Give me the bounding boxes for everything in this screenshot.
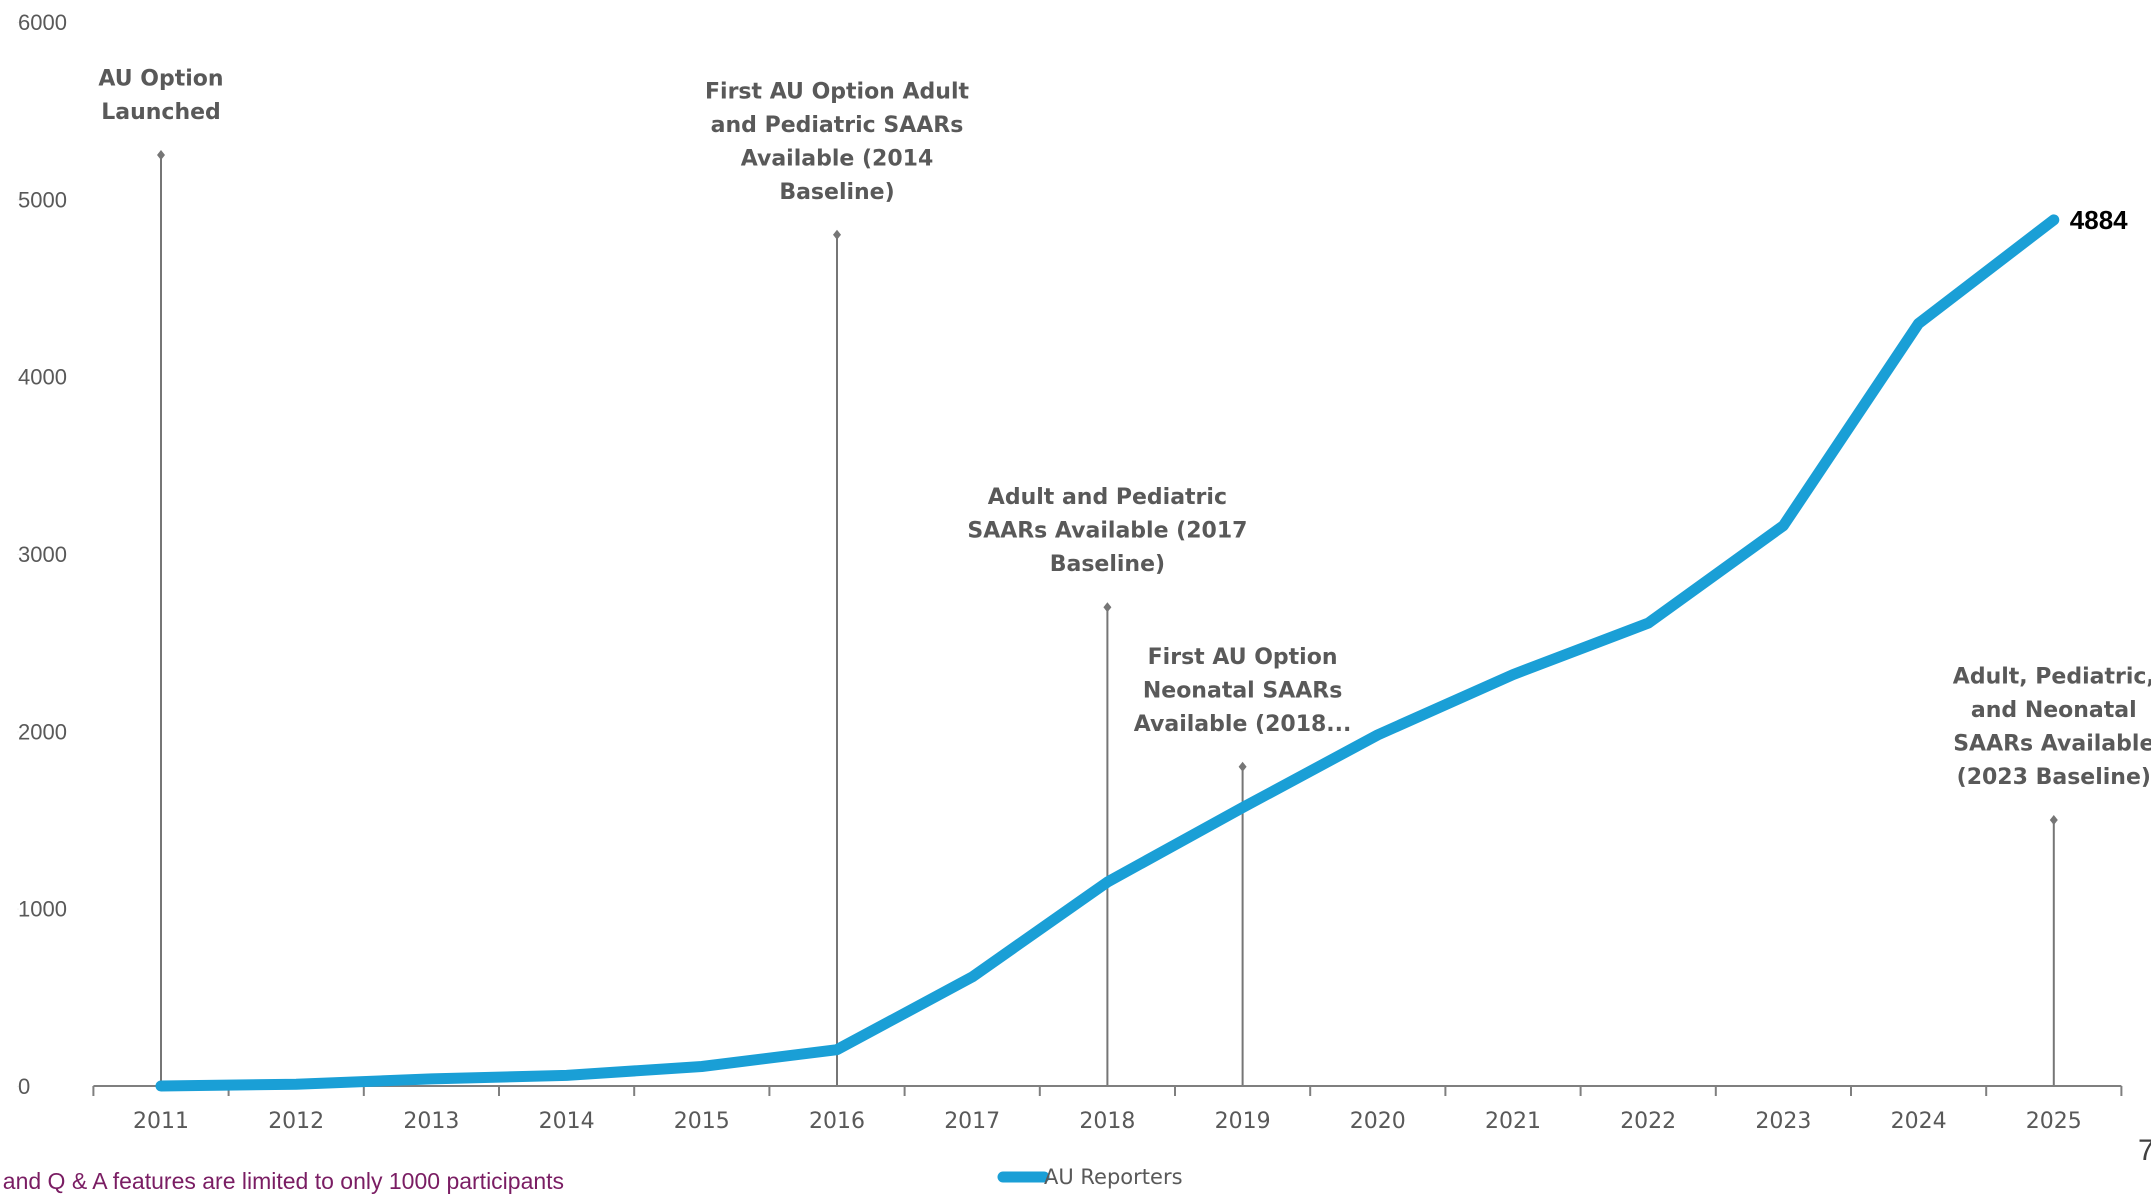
annotation-marker bbox=[833, 230, 841, 240]
x-tick-label: 2019 bbox=[1215, 1109, 1271, 1134]
page-number: 7 bbox=[2138, 1134, 2151, 1168]
annotation-label-line: First AU Option Adult bbox=[705, 79, 969, 104]
annotation-label-line: Available (2014 bbox=[741, 146, 934, 171]
y-axis-tick-labels: 0 1000 2000 3000 4000 5000 6000 bbox=[18, 10, 67, 1099]
annotation-label-line: and Pediatric SAARs bbox=[711, 113, 964, 138]
annotation-label-line: Launched bbox=[101, 100, 221, 125]
footnote: t and Q & A features are limited to only… bbox=[0, 1168, 564, 1195]
annotation-label-line: AU Option bbox=[98, 67, 223, 92]
x-tick-label: 2016 bbox=[809, 1109, 865, 1134]
annotation-drop-lines bbox=[157, 150, 2058, 1086]
annotation-label-line: and Neonatal bbox=[1971, 698, 2137, 723]
legend: AU Reporters bbox=[1003, 1165, 1183, 1189]
annotation-label-line: First AU Option bbox=[1148, 645, 1338, 670]
x-tick-label: 2021 bbox=[1485, 1109, 1541, 1134]
annotation-label-line: Adult, Pediatric, bbox=[1953, 665, 2151, 690]
annotation-label-line: Baseline) bbox=[1050, 552, 1165, 577]
annotation-label-line: Available (2018... bbox=[1134, 712, 1352, 737]
annotation-label-line: SAARs Available bbox=[1953, 732, 2151, 757]
end-data-label: 4884 bbox=[2070, 205, 2128, 235]
x-tick-label: 2015 bbox=[674, 1109, 730, 1134]
annotation-label-line: Baseline) bbox=[779, 180, 894, 205]
y-tick-label: 4000 bbox=[18, 365, 67, 390]
y-tick-label: 2000 bbox=[18, 719, 67, 744]
x-tick-label: 2020 bbox=[1350, 1109, 1406, 1134]
x-axis-tick-labels: 2011 2012 2013 2014 2015 2016 2017 2018 2019 2020… bbox=[133, 1109, 2082, 1134]
x-tick-label: 2012 bbox=[268, 1109, 324, 1134]
series-au-reporters: 4884 bbox=[161, 205, 2128, 1086]
y-tick-label: 5000 bbox=[18, 187, 67, 212]
x-tick-label: 2013 bbox=[403, 1109, 459, 1134]
x-axis bbox=[93, 1086, 2121, 1096]
annotation-label-line: SAARs Available (2017 bbox=[967, 519, 1247, 544]
y-tick-label: 0 bbox=[18, 1074, 30, 1099]
x-tick-label: 2011 bbox=[133, 1109, 189, 1134]
x-tick-label: 2025 bbox=[2026, 1109, 2082, 1134]
x-tick-label: 2022 bbox=[1620, 1109, 1676, 1134]
x-tick-label: 2018 bbox=[1079, 1109, 1135, 1134]
x-tick-label: 2024 bbox=[1891, 1109, 1947, 1134]
annotation-marker bbox=[1239, 762, 1247, 772]
y-tick-label: 6000 bbox=[18, 10, 67, 35]
annotation-label-line: Adult and Pediatric bbox=[988, 485, 1227, 510]
annotation-label-line: (2023 Baseline) bbox=[1957, 765, 2151, 790]
x-tick-label: 2014 bbox=[539, 1109, 595, 1134]
annotation-marker bbox=[2050, 815, 2058, 825]
annotation-label-line: Neonatal SAARs bbox=[1143, 678, 1342, 703]
x-tick-label: 2023 bbox=[1755, 1109, 1811, 1134]
y-tick-label: 1000 bbox=[18, 897, 67, 922]
annotation-marker bbox=[157, 150, 165, 160]
y-tick-label: 3000 bbox=[18, 542, 67, 567]
legend-label: AU Reporters bbox=[1044, 1165, 1183, 1189]
x-tick-label: 2017 bbox=[944, 1109, 1000, 1134]
annotation-marker bbox=[1103, 602, 1111, 612]
